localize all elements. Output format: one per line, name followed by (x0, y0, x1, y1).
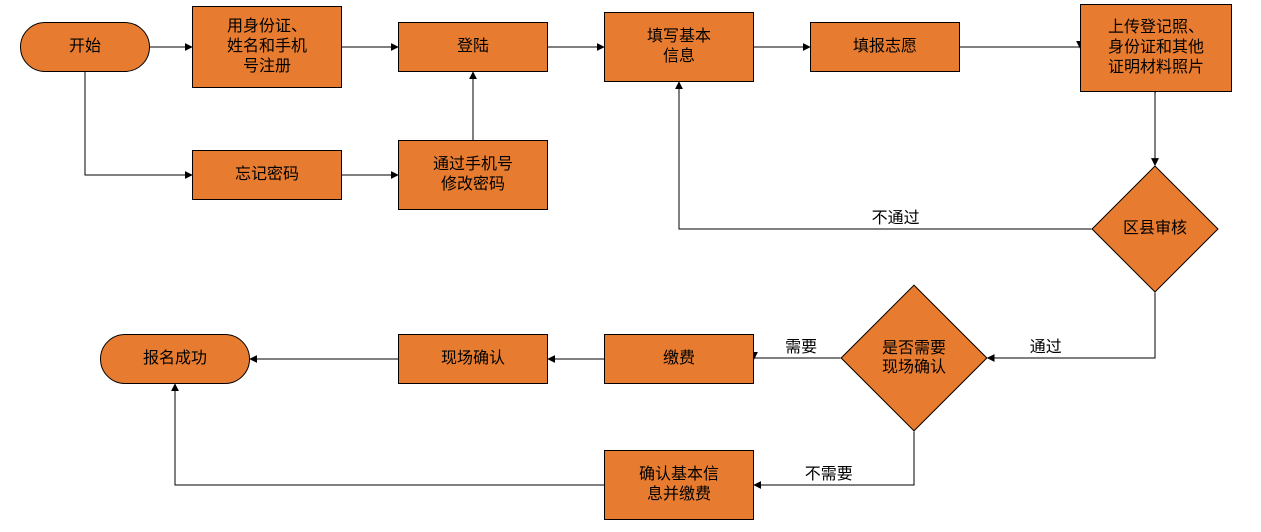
node-success: 报名成功 (100, 334, 250, 384)
node-forgot: 忘记密码 (192, 150, 342, 200)
node-needconfirm: 是否需要 现场确认 (862, 306, 966, 410)
edge-review-needconfirm (988, 293, 1155, 358)
node-confirm: 现场确认 (398, 334, 548, 384)
edge-review-basicinfo (679, 82, 1091, 229)
flowchart-canvas: 开始用身份证、 姓名和手机 号注册 登陆忘记密码 通过手机号 修改密码填写基本 信息… (0, 0, 1261, 532)
node-resetpw: 通过手机号 修改密码 (398, 140, 548, 210)
edge-upload-review (1155, 92, 1156, 165)
edge-label: 不需要 (804, 467, 854, 483)
edge-label: 需要 (784, 340, 818, 356)
edge-label: 通过 (1029, 340, 1063, 356)
node-review: 区县审核 (1110, 184, 1200, 274)
edge-needconfirm-pay (754, 358, 840, 359)
node-upload: 上传登记照、 身份证和其他 证明材料照片 (1080, 4, 1232, 92)
node-label: 是否需要 现场确认 (862, 306, 966, 410)
node-start: 开始 (20, 22, 150, 72)
node-register: 用身份证、 姓名和手机 号注册 (192, 6, 342, 88)
node-pay: 缴费 (604, 334, 754, 384)
node-wish: 填报志愿 (810, 22, 960, 72)
edge-confirmpay-success (175, 384, 604, 485)
node-basicinfo: 填写基本 信息 (604, 12, 754, 82)
node-login: 登陆 (398, 22, 548, 72)
edge-label: 不通过 (871, 211, 921, 227)
edge-start-forgot (85, 72, 192, 175)
node-label: 区县审核 (1110, 184, 1200, 274)
node-confirmpay: 确认基本信 息并缴费 (604, 450, 754, 520)
edge-wish-upload (960, 47, 1080, 48)
